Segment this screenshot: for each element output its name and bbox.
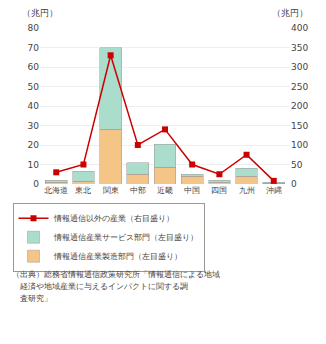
svg-text:（兆円）: （兆円） <box>22 8 58 18</box>
svg-text:100: 100 <box>291 140 308 150</box>
svg-text:250: 250 <box>291 82 308 92</box>
svg-text:沖縄: 沖縄 <box>266 186 282 195</box>
svg-text:四国: 四国 <box>211 186 227 195</box>
svg-text:情報通信産業サービス部門（左目盛り）: 情報通信産業サービス部門（左目盛り） <box>53 233 198 242</box>
svg-text:関東: 関東 <box>103 186 119 195</box>
svg-text:400: 400 <box>291 23 308 33</box>
svg-text:200: 200 <box>291 101 308 111</box>
svg-text:0: 0 <box>33 179 39 189</box>
svg-text:東北: 東北 <box>75 186 91 195</box>
svg-text:20: 20 <box>28 140 40 150</box>
svg-text:70: 70 <box>28 43 40 53</box>
svg-text:（出典）総務省情報通信政策研究所「情報通信による地域: （出典）総務省情報通信政策研究所「情報通信による地域 <box>12 270 220 279</box>
svg-text:中国: 中国 <box>184 186 200 195</box>
svg-text:中部: 中部 <box>130 186 146 195</box>
svg-text:40: 40 <box>28 101 40 111</box>
svg-text:300: 300 <box>291 62 308 72</box>
svg-text:北海道: 北海道 <box>44 186 68 195</box>
svg-text:査研究」: 査研究」 <box>12 294 52 303</box>
svg-text:近畿: 近畿 <box>157 186 173 195</box>
svg-text:（兆円）: （兆円） <box>272 8 308 18</box>
svg-text:80: 80 <box>28 23 40 33</box>
svg-text:10: 10 <box>28 160 40 170</box>
svg-text:情報通信以外の産業（右目盛り）: 情報通信以外の産業（右目盛り） <box>53 214 174 223</box>
svg-text:0: 0 <box>291 179 297 189</box>
svg-text:情報通信産業製造部門（左目盛り）: 情報通信産業製造部門（左目盛り） <box>53 252 182 261</box>
svg-text:30: 30 <box>28 121 40 131</box>
svg-text:九州: 九州 <box>239 186 255 195</box>
svg-text:50: 50 <box>28 82 40 92</box>
svg-text:350: 350 <box>291 43 308 53</box>
svg-text:60: 60 <box>28 62 40 72</box>
svg-text:150: 150 <box>291 121 308 131</box>
svg-text:経済や地域産業に与えるインパクトに関する調: 経済や地域産業に与えるインパクトに関する調 <box>12 282 188 291</box>
svg-text:50: 50 <box>291 160 303 170</box>
